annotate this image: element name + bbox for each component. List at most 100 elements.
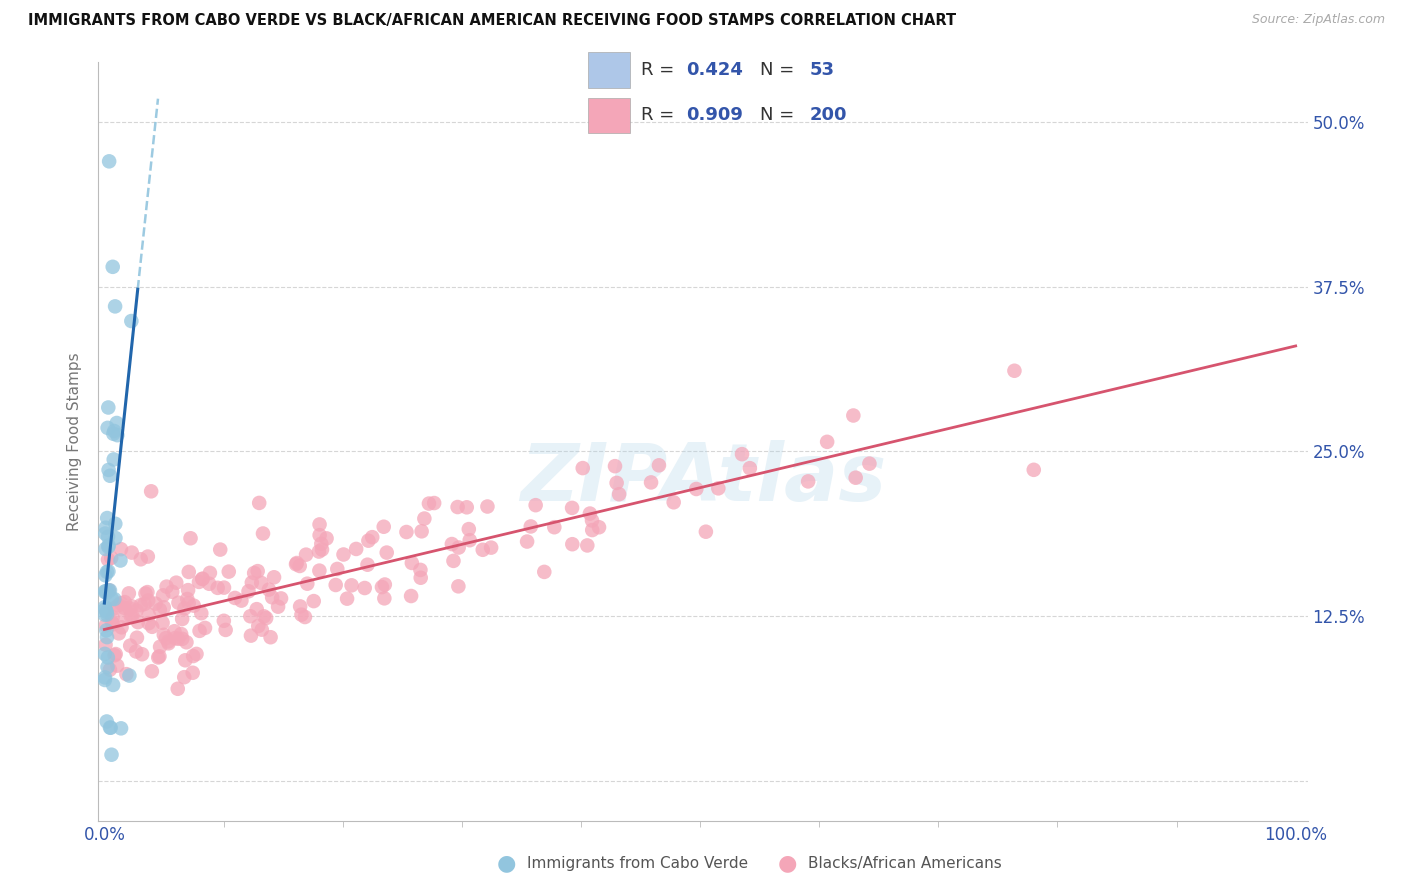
- Point: [129, 598, 152, 612]
- Point: [100, 550, 122, 565]
- Point: [134, 597, 156, 611]
- Point: [588, 520, 610, 534]
- Point: [115, 667, 138, 681]
- Point: [326, 562, 349, 576]
- Point: [815, 434, 838, 449]
- Point: [177, 565, 200, 579]
- Point: [295, 548, 318, 562]
- Point: [149, 640, 172, 654]
- Text: ZIPAtlas: ZIPAtlas: [520, 441, 886, 518]
- Point: [190, 606, 212, 620]
- Point: [373, 591, 395, 606]
- Point: [107, 626, 129, 640]
- Point: [97, 583, 120, 598]
- Point: [294, 610, 316, 624]
- Point: [662, 495, 685, 509]
- Point: [96, 607, 118, 622]
- Point: [103, 617, 125, 632]
- Point: [253, 609, 276, 624]
- Point: [170, 627, 193, 641]
- Point: [246, 564, 269, 578]
- Point: [136, 549, 159, 564]
- Point: [308, 564, 330, 578]
- Point: [177, 596, 200, 610]
- Point: [458, 533, 481, 548]
- Point: [155, 580, 177, 594]
- Point: [374, 577, 396, 591]
- Point: [423, 496, 446, 510]
- Point: [110, 722, 132, 736]
- Point: [94, 618, 117, 632]
- Point: [561, 500, 583, 515]
- Point: [94, 638, 117, 652]
- Point: [224, 591, 246, 605]
- Point: [214, 623, 236, 637]
- Point: [101, 615, 124, 629]
- Point: [357, 533, 380, 548]
- Point: [94, 584, 117, 599]
- Point: [246, 602, 269, 616]
- Point: [100, 747, 122, 762]
- Point: [97, 530, 120, 544]
- Text: R =: R =: [641, 62, 681, 79]
- Point: [97, 565, 120, 579]
- Point: [576, 538, 599, 552]
- Point: [797, 475, 820, 489]
- Point: [516, 534, 538, 549]
- Point: [409, 563, 432, 577]
- Point: [456, 500, 478, 515]
- Point: [98, 468, 121, 483]
- Point: [110, 596, 132, 610]
- Point: [131, 647, 153, 661]
- Point: [96, 660, 118, 674]
- Text: IMMIGRANTS FROM CABO VERDE VS BLACK/AFRICAN AMERICAN RECEIVING FOOD STAMPS CORRE: IMMIGRANTS FROM CABO VERDE VS BLACK/AFRI…: [28, 13, 956, 29]
- Point: [186, 647, 208, 661]
- Point: [180, 531, 202, 545]
- Point: [707, 481, 730, 495]
- Point: [138, 616, 160, 631]
- Point: [104, 531, 127, 545]
- Point: [262, 591, 284, 605]
- Point: [285, 556, 308, 570]
- Point: [1022, 463, 1045, 477]
- Point: [152, 588, 174, 602]
- Point: [238, 584, 260, 599]
- Point: [114, 609, 136, 624]
- Point: [270, 591, 292, 606]
- Point: [152, 600, 174, 615]
- Point: [353, 581, 375, 595]
- Point: [250, 575, 273, 590]
- Text: Blacks/African Americans: Blacks/African Americans: [808, 856, 1002, 871]
- Point: [97, 552, 120, 566]
- Point: [520, 519, 543, 533]
- Point: [409, 571, 432, 585]
- Point: [457, 522, 479, 536]
- Point: [297, 576, 319, 591]
- Point: [125, 644, 148, 658]
- Point: [308, 544, 330, 558]
- Point: [134, 586, 156, 600]
- Point: [165, 575, 187, 590]
- Point: [231, 593, 253, 607]
- Point: [181, 648, 204, 663]
- Point: [103, 592, 125, 607]
- Point: [174, 653, 197, 667]
- Point: [148, 650, 170, 665]
- Point: [543, 520, 565, 534]
- Point: [443, 554, 465, 568]
- Point: [581, 523, 603, 537]
- Point: [648, 458, 671, 473]
- Point: [98, 721, 121, 735]
- Point: [112, 600, 135, 615]
- Point: [125, 631, 148, 645]
- Point: [356, 558, 378, 572]
- Point: [96, 565, 118, 579]
- Point: [212, 581, 235, 595]
- Point: [344, 541, 367, 556]
- Point: [191, 572, 214, 586]
- Point: [120, 639, 142, 653]
- Point: [94, 670, 117, 684]
- Point: [479, 541, 502, 555]
- Point: [858, 457, 880, 471]
- Point: [157, 634, 180, 648]
